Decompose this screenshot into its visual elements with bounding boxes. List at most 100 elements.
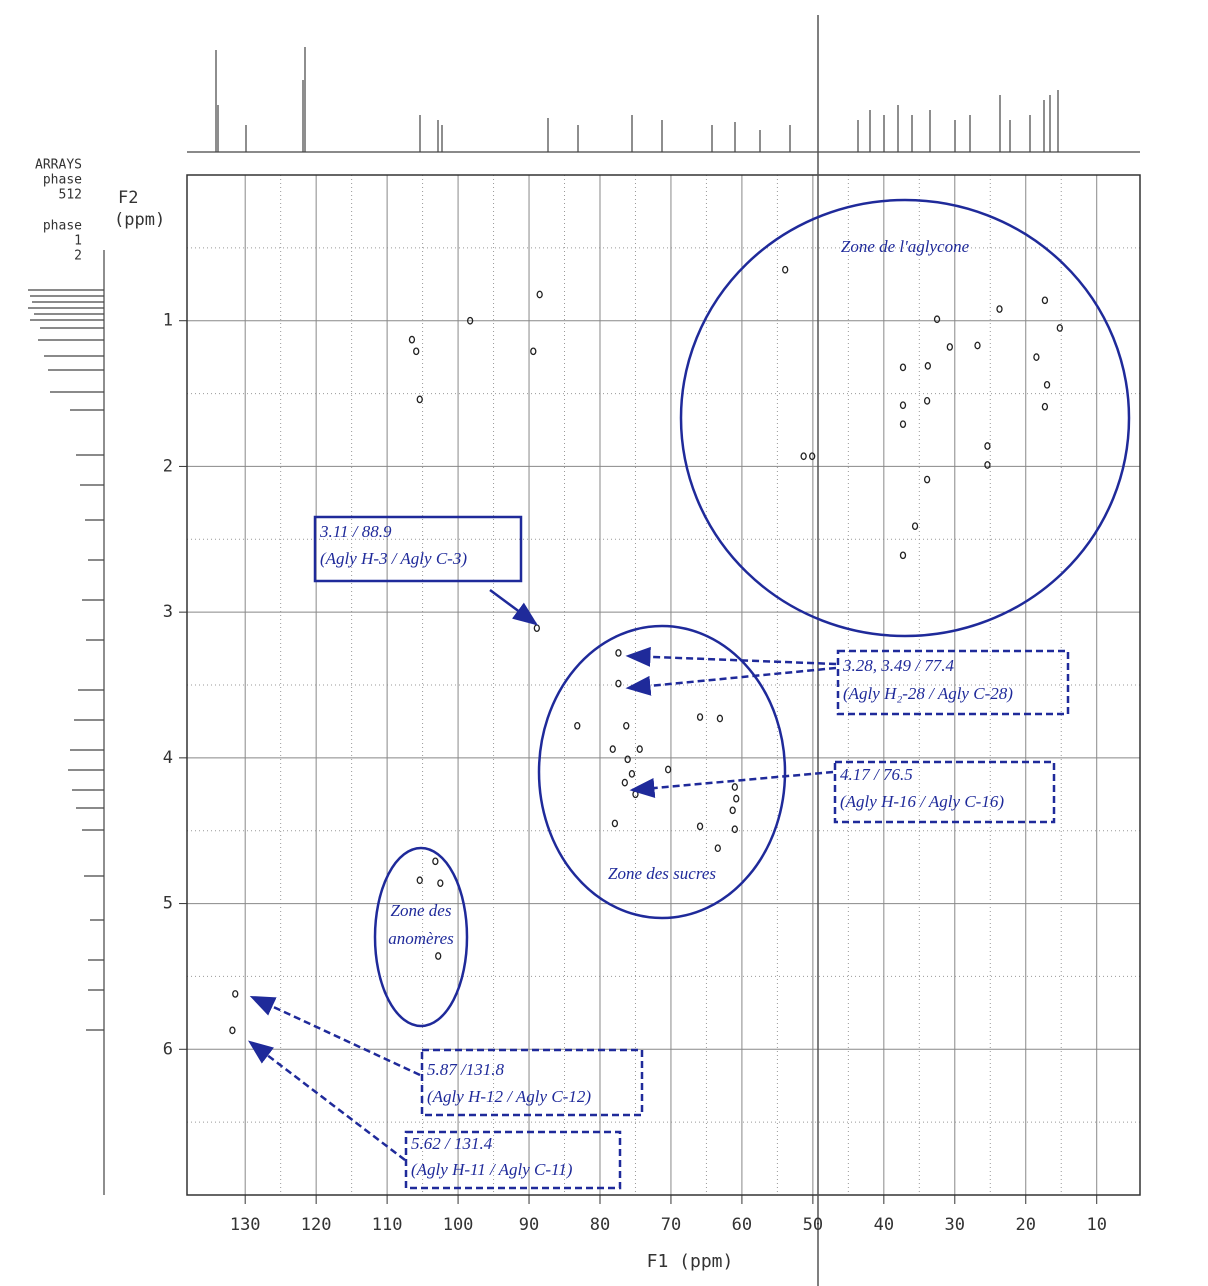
- header-text: 2: [74, 249, 82, 264]
- peak: [899, 401, 907, 410]
- annotation-text: (Agly H-3 / Agly C-3): [320, 549, 467, 568]
- header-text: phase: [43, 219, 82, 234]
- peak: [800, 452, 807, 461]
- zone-label: Zone de l'aglycone: [841, 237, 970, 256]
- arrow: [629, 770, 834, 798]
- peak: [731, 825, 738, 834]
- annotation-text: 3.28, 3.49 / 77.4: [842, 656, 954, 675]
- peak: [621, 778, 628, 787]
- peak: [435, 952, 442, 960]
- plot-frame: [186, 174, 1141, 1196]
- y-tick-label: 6: [163, 1039, 173, 1059]
- peak: [530, 347, 537, 356]
- peak: [628, 770, 636, 778]
- y-tick-label: 3: [163, 602, 173, 622]
- peak: [899, 363, 907, 372]
- y-tick-label: 5: [163, 894, 173, 914]
- peak: [984, 442, 991, 450]
- annotation-text: (Agly H-16 / Agly C-16): [840, 792, 1004, 811]
- top-projection: [187, 47, 1140, 153]
- peak: [623, 721, 630, 730]
- peak: [782, 265, 789, 274]
- peak: [923, 475, 931, 484]
- peak: [413, 347, 420, 356]
- x-tick-label: 70: [661, 1215, 681, 1235]
- x-axis-label: F1 (ppm): [647, 1251, 734, 1272]
- x-tick-label: 50: [803, 1215, 823, 1235]
- peak: [1043, 380, 1051, 389]
- peak: [1033, 353, 1040, 361]
- peak: [611, 819, 619, 828]
- peak: [974, 341, 981, 350]
- peak: [408, 335, 416, 344]
- x-tick-label: 90: [519, 1215, 539, 1235]
- annotation-box: [420, 1048, 644, 1117]
- x-tick-label: 20: [1016, 1215, 1036, 1235]
- arrow: [248, 1040, 406, 1161]
- x-tick-label: 40: [874, 1215, 894, 1235]
- zone-ellipse: [537, 624, 787, 920]
- peak: [731, 783, 738, 791]
- peak: [924, 362, 931, 370]
- peak: [536, 290, 543, 299]
- peak: [232, 990, 239, 998]
- peak: [466, 316, 474, 325]
- peak: [911, 522, 919, 531]
- header: ARRAYS phase 512 phase 1 2: [35, 158, 82, 264]
- y-tick-label: 4: [163, 748, 173, 768]
- arrow: [625, 646, 837, 667]
- x-tick-label: 100: [443, 1215, 474, 1235]
- peak: [624, 755, 631, 764]
- x-tick-label: 120: [301, 1215, 332, 1235]
- zone-label: anomères: [388, 929, 454, 948]
- header-text: 512: [59, 188, 82, 203]
- peak: [632, 790, 639, 799]
- peaks: [229, 265, 1063, 1035]
- y-tick-label: 1: [163, 311, 173, 331]
- header-text: ARRAYS: [35, 158, 82, 173]
- peak: [696, 713, 704, 721]
- peak: [574, 721, 581, 730]
- peak: [996, 305, 1003, 313]
- peak: [923, 397, 931, 405]
- zone-ellipse: [373, 846, 469, 1028]
- peak: [716, 714, 724, 723]
- peak: [933, 315, 941, 324]
- arrow: [249, 995, 421, 1077]
- zone-label: Zone des sucres: [608, 864, 716, 883]
- grid: [179, 175, 1140, 1204]
- y-axis-label: (ppm): [114, 210, 165, 230]
- peak: [733, 794, 740, 803]
- x-tick-label: 110: [372, 1215, 403, 1235]
- peak: [533, 624, 540, 633]
- arrow: [489, 588, 539, 626]
- annotation-box: [404, 1130, 622, 1190]
- peak: [946, 343, 953, 351]
- peak: [714, 844, 721, 853]
- y-tick-label: 2: [163, 456, 173, 476]
- zone-ellipse: [679, 198, 1131, 638]
- peak: [609, 745, 616, 753]
- peak: [1041, 402, 1049, 411]
- x-tick-label: 10: [1086, 1215, 1106, 1235]
- annotation-text: 5.62 / 131.4: [411, 1134, 493, 1153]
- annotation-text: (Agly H-11 / Agly C-11): [411, 1160, 573, 1179]
- peak: [437, 879, 444, 888]
- peak: [615, 679, 622, 688]
- annotation-text: (Agly H-12 / Agly C-12): [427, 1087, 591, 1106]
- peak: [416, 395, 423, 404]
- peak: [809, 452, 816, 461]
- peak: [1056, 324, 1063, 332]
- peak: [984, 461, 991, 469]
- x-tick-label: 30: [945, 1215, 965, 1235]
- peak: [664, 765, 672, 774]
- peak: [636, 745, 643, 753]
- peak: [729, 806, 736, 815]
- annotation-box: [313, 515, 523, 583]
- x-tick-label: 60: [732, 1215, 752, 1235]
- peak: [615, 649, 622, 657]
- annotation-text: 4.17 / 76.5: [840, 765, 913, 784]
- peak: [899, 420, 907, 429]
- peak: [1041, 296, 1049, 305]
